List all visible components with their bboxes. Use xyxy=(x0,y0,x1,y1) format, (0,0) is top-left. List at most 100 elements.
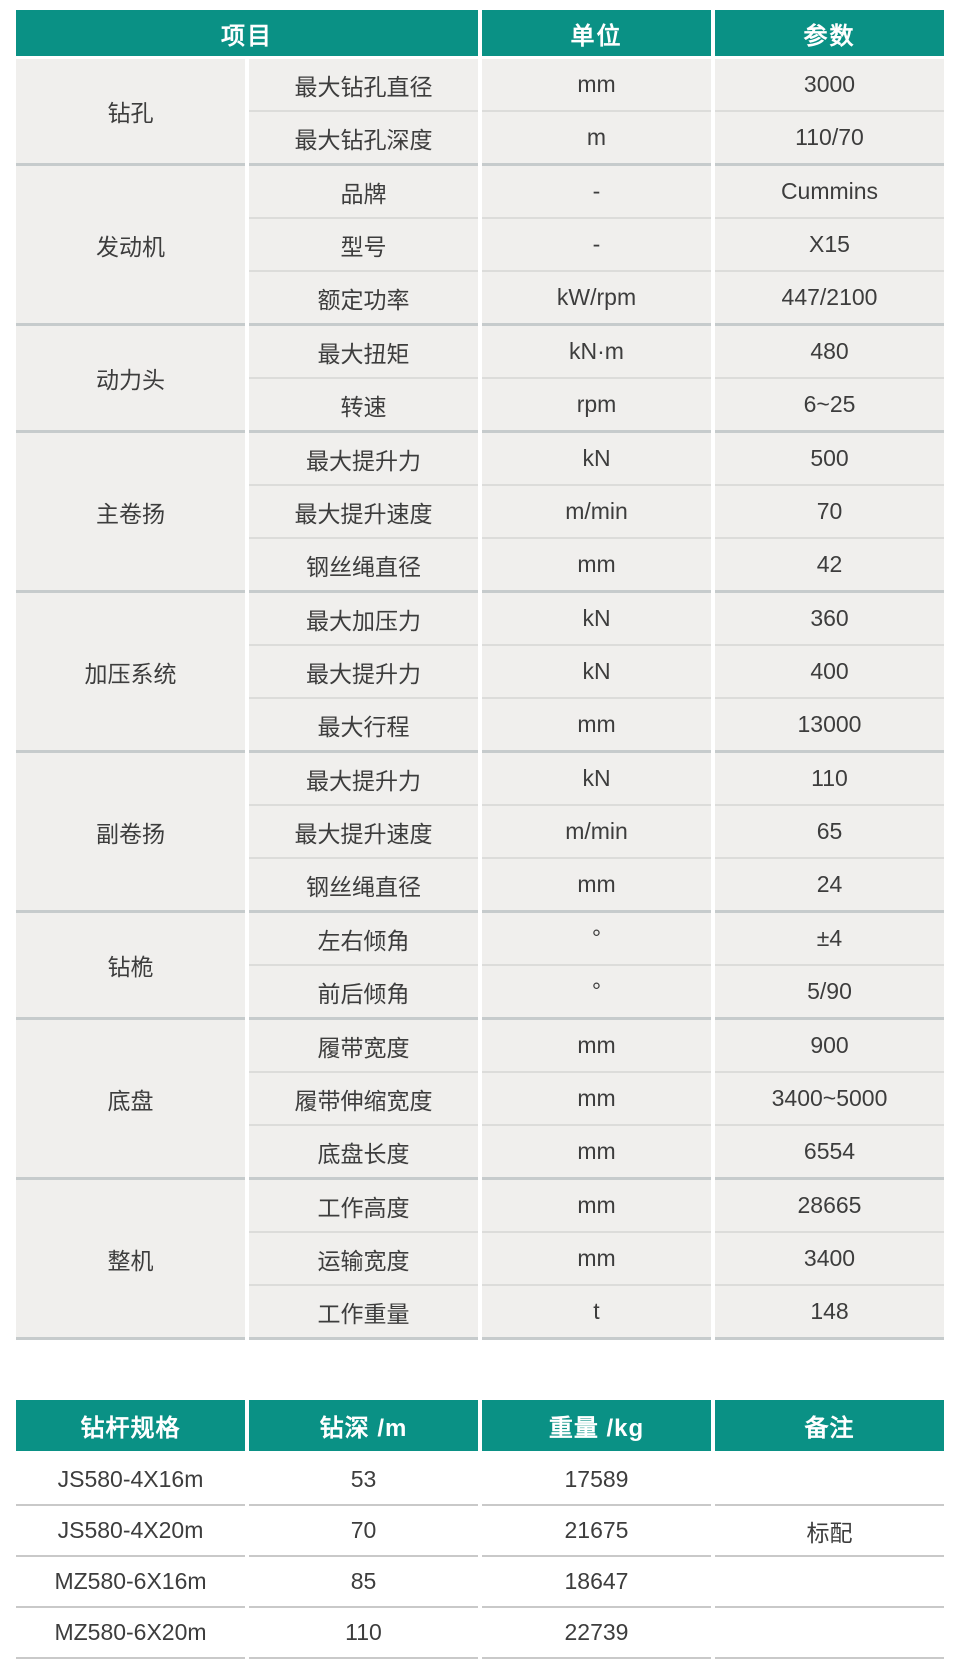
table-row: 前后倾角 ° 5/90 xyxy=(16,966,944,1020)
spec-header-unit: 单位 xyxy=(482,10,711,59)
spec-item-cell: 左右倾角 xyxy=(249,913,478,966)
pipe-note-cell: 标配 xyxy=(715,1506,944,1557)
spec-table-header: 项目 单位 参数 xyxy=(16,10,944,59)
spec-value-cell: 28665 xyxy=(715,1180,944,1233)
table-row: 加压系统 最大加压力 kN 360 xyxy=(16,593,944,753)
spec-item-cell: 最大钻孔直径 xyxy=(249,59,478,112)
spec-item-cell: 最大提升速度 xyxy=(249,486,478,539)
table-row: 最大行程 mm 13000 xyxy=(16,699,944,753)
pipe-note-cell xyxy=(715,1608,944,1659)
spec-item-cell: 转速 xyxy=(249,379,478,433)
spec-item-cell: 型号 xyxy=(249,219,478,272)
spec-unit-cell: rpm xyxy=(482,379,711,433)
group-cell: 整机 xyxy=(16,1180,245,1340)
table-row: 最大钻孔深度 m 110/70 xyxy=(16,112,944,166)
table-row: 额定功率 kW/rpm 447/2100 xyxy=(16,272,944,326)
table-row: JS580-4X20m 70 21675 标配 xyxy=(16,1506,944,1557)
spec-value-cell: 24 xyxy=(715,859,944,913)
group-cell: 副卷扬 xyxy=(16,753,245,913)
spec-value-cell: 3400~5000 xyxy=(715,1073,944,1126)
table-row: 型号 - X15 xyxy=(16,219,944,272)
spec-item-cell: 额定功率 xyxy=(249,272,478,326)
spec-value-cell: 3000 xyxy=(715,59,944,112)
spec-unit-cell: kN xyxy=(482,753,711,806)
spec-unit-cell: mm xyxy=(482,1233,711,1286)
spec-unit-cell: mm xyxy=(482,1180,711,1233)
pipe-weight-cell: 21675 xyxy=(482,1506,711,1557)
spec-item-cell: 最大行程 xyxy=(249,699,478,753)
spec-item-cell: 最大钻孔深度 xyxy=(249,112,478,166)
table-row: JS580-4X16m 53 17589 xyxy=(16,1455,944,1506)
table-row: 最大提升速度 m/min 65 xyxy=(16,806,944,859)
pipe-header-spec: 钻杆规格 xyxy=(16,1400,245,1455)
spec-item-cell: 最大提升力 xyxy=(249,433,478,486)
pipe-header-depth: 钻深 /m xyxy=(249,1400,478,1455)
table-row: 转速 rpm 6~25 xyxy=(16,379,944,433)
spec-value-cell: 3400 xyxy=(715,1233,944,1286)
table-row: 副卷扬 最大提升力 kN 110 xyxy=(16,753,944,913)
spec-value-cell: 5/90 xyxy=(715,966,944,1020)
table-row: 主卷扬 最大提升力 kN 500 xyxy=(16,433,944,593)
table-row: MZ580-6X16m 85 18647 xyxy=(16,1557,944,1608)
pipe-depth-cell: 70 xyxy=(249,1506,478,1557)
table-row: 发动机 品牌 - Cummins xyxy=(16,166,944,326)
spec-item-cell: 最大提升速度 xyxy=(249,806,478,859)
spec-value-cell: 70 xyxy=(715,486,944,539)
spec-item-cell: 运输宽度 xyxy=(249,1233,478,1286)
spec-unit-cell: mm xyxy=(482,1020,711,1073)
spec-item-cell: 履带宽度 xyxy=(249,1020,478,1073)
spec-item-cell: 钢丝绳直径 xyxy=(249,539,478,593)
spec-unit-cell: - xyxy=(482,166,711,219)
spec-value-cell: 110 xyxy=(715,753,944,806)
table-row: 钻桅 左右倾角 ° ±4 xyxy=(16,913,944,1020)
table-row: MZ580-6X20m 110 22739 xyxy=(16,1608,944,1659)
table-row: 钢丝绳直径 mm 24 xyxy=(16,859,944,913)
spec-value-cell: 6554 xyxy=(715,1126,944,1180)
group-cell: 发动机 xyxy=(16,166,245,326)
pipe-spec-cell: JS580-4X20m xyxy=(16,1506,245,1557)
spec-unit-cell: mm xyxy=(482,1126,711,1180)
spec-item-cell: 最大提升力 xyxy=(249,646,478,699)
table-row: 履带伸缩宽度 mm 3400~5000 xyxy=(16,1073,944,1126)
pipe-note-cell xyxy=(715,1455,944,1506)
pipe-table-header: 钻杆规格 钻深 /m 重量 /kg 备注 xyxy=(16,1400,944,1455)
table-row: 钢丝绳直径 mm 42 xyxy=(16,539,944,593)
spec-value-cell: 360 xyxy=(715,593,944,646)
spec-unit-cell: ° xyxy=(482,913,711,966)
pipe-table: 钻杆规格 钻深 /m 重量 /kg 备注 JS580-4X16m 53 17589 J… xyxy=(12,1400,948,1659)
table-row: 整机 工作高度 mm 28665 xyxy=(16,1180,944,1340)
spec-value-cell: 13000 xyxy=(715,699,944,753)
spec-item-cell: 钢丝绳直径 xyxy=(249,859,478,913)
spec-unit-cell: mm xyxy=(482,539,711,593)
pipe-depth-cell: 85 xyxy=(249,1557,478,1608)
pipe-weight-cell: 22739 xyxy=(482,1608,711,1659)
spec-value-cell: X15 xyxy=(715,219,944,272)
group-cell: 动力头 xyxy=(16,326,245,433)
spec-header-param: 参数 xyxy=(715,10,944,59)
pipe-depth-cell: 53 xyxy=(249,1455,478,1506)
spec-header-item: 项目 xyxy=(16,10,478,59)
table-row: 底盘 履带宽度 mm 900 xyxy=(16,1020,944,1180)
group-cell: 主卷扬 xyxy=(16,433,245,593)
spec-unit-cell: kN·m xyxy=(482,326,711,379)
spec-item-cell: 履带伸缩宽度 xyxy=(249,1073,478,1126)
spec-item-cell: 前后倾角 xyxy=(249,966,478,1020)
pipe-spec-cell: MZ580-6X16m xyxy=(16,1557,245,1608)
spec-item-cell: 工作高度 xyxy=(249,1180,478,1233)
spec-unit-cell: kW/rpm xyxy=(482,272,711,326)
pipe-header-row: 钻杆规格 钻深 /m 重量 /kg 备注 xyxy=(16,1400,944,1455)
table-row: 钻孔 最大钻孔直径 mm 3000 xyxy=(16,59,944,166)
spec-item-cell: 底盘长度 xyxy=(249,1126,478,1180)
spec-value-cell: 500 xyxy=(715,433,944,486)
spec-value-cell: Cummins xyxy=(715,166,944,219)
spec-unit-cell: kN xyxy=(482,593,711,646)
spec-value-cell: 148 xyxy=(715,1286,944,1340)
spec-item-cell: 品牌 xyxy=(249,166,478,219)
spec-value-cell: ±4 xyxy=(715,913,944,966)
spec-value-cell: 480 xyxy=(715,326,944,379)
spec-unit-cell: mm xyxy=(482,699,711,753)
pipe-weight-cell: 18647 xyxy=(482,1557,711,1608)
group-cell: 钻桅 xyxy=(16,913,245,1020)
spec-value-cell: 65 xyxy=(715,806,944,859)
spec-unit-cell: m/min xyxy=(482,806,711,859)
